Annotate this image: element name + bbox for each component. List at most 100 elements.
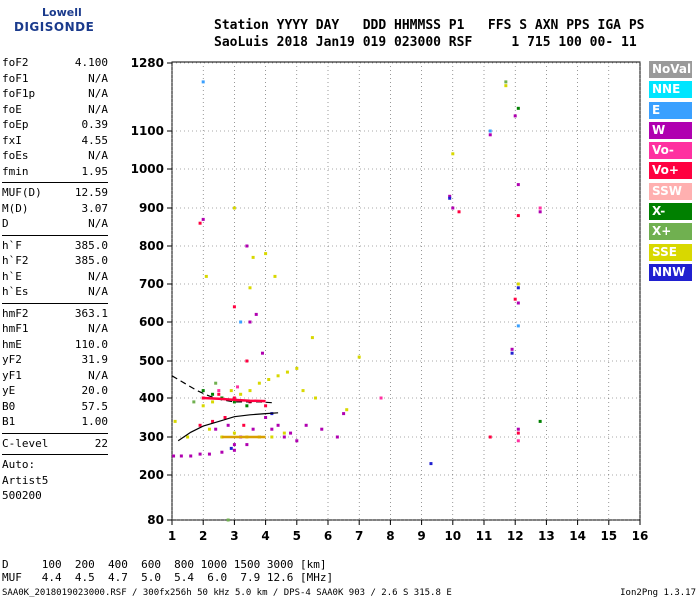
echo-point [239, 320, 243, 324]
x-tick-label: 7 [355, 529, 363, 543]
d-row: D 100 200 400 600 800 1000 1500 3000 [km… [2, 558, 327, 571]
echo-point [282, 435, 286, 439]
echo-point [248, 286, 252, 290]
param-value: N/A [88, 149, 108, 162]
param-row: h`E N/A [2, 270, 108, 286]
param-key: M(D) [2, 201, 29, 215]
param-value: N/A [88, 269, 108, 283]
param-key: hmE [2, 337, 22, 351]
echo-point [504, 80, 508, 84]
legend-item-e: E [649, 101, 692, 119]
param-value: N/A [88, 285, 108, 298]
logo-line2: DIGISONDE [14, 20, 95, 34]
echo-point [289, 431, 293, 435]
param-key: foF1 [2, 71, 29, 85]
echo-point [232, 396, 236, 400]
c-level-row: C-level 22 [2, 437, 108, 453]
echo-point [276, 374, 280, 378]
param-row: fmin 1.95 [2, 165, 108, 181]
echo-point [207, 427, 211, 431]
echo-point [186, 435, 190, 439]
param-row: hmF2 363.1 [2, 307, 108, 323]
x-tick-label: 6 [324, 529, 332, 543]
param-value: N/A [88, 87, 108, 100]
echo-point [226, 518, 230, 522]
param-value: 22 [94, 436, 108, 450]
y-tick-label: 500 [139, 354, 164, 368]
legend-item-nne: NNE [649, 81, 692, 99]
echo-point [295, 366, 299, 370]
header-row2: SaoLuis 2018 Jan19 019 023000 RSF 1 715 … [214, 35, 637, 50]
y-tick-label: 200 [139, 468, 164, 482]
autoscaler-version: 500200 [2, 489, 42, 502]
param-key: fmin [2, 164, 29, 178]
param-value: N/A [88, 368, 108, 382]
echo-point [513, 114, 517, 118]
x-tick-label: 14 [569, 529, 586, 543]
echo-point [516, 439, 520, 443]
x-tick-label: 1 [168, 529, 176, 543]
echo-point [276, 423, 280, 427]
echo-point [267, 378, 271, 381]
x-tick-label: 5 [293, 529, 301, 543]
x-tick-label: 15 [600, 529, 617, 543]
param-row: h`F2 385.0 [2, 254, 108, 270]
echo-point [273, 274, 277, 278]
echo-point [201, 404, 205, 408]
param-row: yE 20.0 [2, 384, 108, 400]
echo-point [232, 431, 236, 435]
echo-point [254, 312, 258, 316]
echo-point [516, 324, 520, 328]
echo-point [379, 396, 383, 400]
file-info-footer: SAA0K_2018019023000.RSF / 300fx256h 50 k… [2, 588, 452, 598]
echo-point [207, 452, 211, 456]
echo-point [189, 454, 193, 458]
param-row: foEs N/A [2, 149, 108, 165]
param-value: 385.0 [74, 238, 108, 252]
echo-point [257, 381, 261, 385]
param-value: 1.00 [81, 415, 109, 428]
echo-point [214, 381, 218, 385]
echo-point [335, 435, 339, 439]
y-tick-label: 300 [139, 430, 164, 444]
param-value: 3.07 [81, 201, 109, 215]
echo-point [204, 274, 208, 278]
param-row: B0 57.5 [2, 400, 108, 416]
echo-point [516, 427, 520, 431]
legend-item-vo-: Vo- [649, 142, 692, 160]
param-key: h`F2 [2, 254, 29, 267]
header-row1: Station YYYY DAY DDD HHMMSS P1 FFS S AXN… [214, 18, 645, 33]
param-value: 31.9 [81, 353, 109, 366]
param-row: foF1p N/A [2, 87, 108, 103]
echo-point [516, 282, 520, 286]
echo-point [251, 255, 255, 259]
x-tick-label: 10 [444, 529, 461, 543]
param-value: 57.5 [81, 399, 109, 413]
separator [2, 432, 108, 434]
y-tick-label: 80 [147, 513, 164, 527]
param-value: 20.0 [81, 384, 109, 397]
echo-point [229, 446, 233, 450]
legend-item-nnw: NNW [649, 263, 692, 281]
param-key: hmF1 [2, 322, 29, 335]
param-value: N/A [88, 71, 108, 85]
echo-point [198, 452, 202, 456]
echo-point [223, 416, 227, 419]
echo-point [282, 431, 286, 435]
echo-point [229, 389, 233, 393]
echo-point [264, 252, 268, 256]
echo-point [510, 347, 514, 351]
param-row: fxI 4.55 [2, 134, 108, 150]
param-group-frequencies: foF2 4.100 foF1 N/A foF1p N/A foE N/A foEp 0.39 fx… [2, 56, 108, 180]
x-tick-label: 12 [507, 529, 524, 543]
legend-item-x-: X+ [649, 223, 692, 241]
echo-point [179, 454, 183, 458]
param-row: h`F 385.0 [2, 239, 108, 255]
polarization-legend: NoVal NNE E W Vo- Vo+ SSW X- X+ SSE NNW [649, 61, 692, 284]
param-key: foEp [2, 118, 29, 131]
autoscaler-name: Artist5 [2, 473, 49, 487]
y-tick-label: 600 [139, 315, 164, 329]
echo-point [488, 133, 492, 137]
digisonde-logo: Lowell DIGISONDE [2, 4, 95, 52]
echo-point [510, 351, 514, 355]
